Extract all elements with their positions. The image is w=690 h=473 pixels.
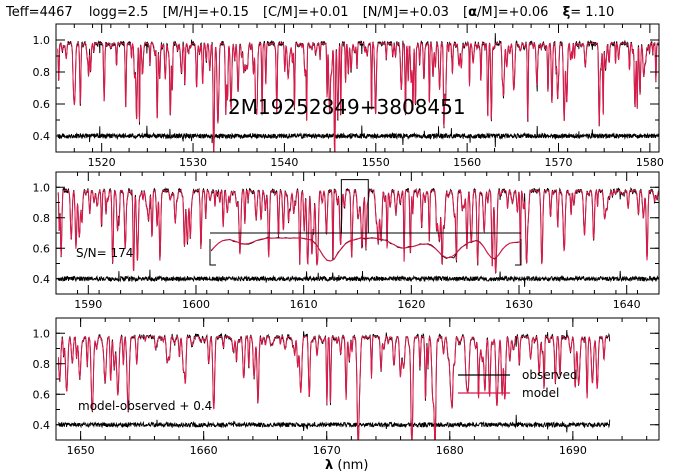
panel-top: 1520 1530 1540 1550 1560 1570 1580 0.4 0.6 0.8 1.0 <box>33 23 664 169</box>
inset-model-line <box>210 237 522 262</box>
y-tick-label: 0.6 <box>33 242 51 255</box>
y-tick-label: 1.0 <box>33 34 51 47</box>
x-tick-label: 1600 <box>182 298 210 311</box>
x-tick-label: 1650 <box>67 444 95 457</box>
x-tick-label: 1530 <box>179 156 207 169</box>
zoom-box <box>340 179 369 234</box>
x-tick-label: 1520 <box>88 156 116 169</box>
alpha-label-open: [ <box>463 5 468 20</box>
x-tick-label: 1550 <box>362 156 390 169</box>
y-tick-label: 0.6 <box>33 388 51 401</box>
x-tick-label: 1630 <box>505 298 533 311</box>
star-id: 2M19252849+3808451 <box>228 95 466 119</box>
x-tick-label: 1660 <box>190 444 218 457</box>
residual-line <box>57 269 660 287</box>
snr-label: S/N= 174 <box>76 246 133 260</box>
lambda-symbol: λ <box>325 458 333 473</box>
y-tick-label: 1.0 <box>33 181 51 194</box>
xi-symbol: ξ <box>563 5 571 20</box>
x-tick-label: 1670 <box>313 444 341 457</box>
legend-model-label: model <box>522 386 559 400</box>
x-tick-label: 1620 <box>397 298 425 311</box>
legend: observed model <box>458 368 578 400</box>
residual-line <box>57 125 660 148</box>
x-axis-label: λ (nm) <box>325 458 368 473</box>
panel-middle: 1590 1600 1610 1620 1630 1640 0.4 0.6 0.8 1.0 <box>33 171 660 311</box>
logg-label: logg=2.5 <box>89 5 149 20</box>
inset-bracket-left <box>209 239 216 266</box>
y-tick-label: 1.0 <box>33 327 51 340</box>
y-tick-label: 0.8 <box>33 212 51 225</box>
x-tick-label: 1560 <box>453 156 481 169</box>
model-line <box>57 189 660 274</box>
y-tick-label: 0.6 <box>33 98 51 111</box>
y-tick-label: 0.4 <box>33 419 51 432</box>
x-tick-label: 1680 <box>436 444 464 457</box>
x-tick-label: 1580 <box>636 156 664 169</box>
y-tick-label: 0.8 <box>33 66 51 79</box>
model-line <box>57 42 659 153</box>
panel-bottom: 1650 1660 1670 1680 1690 0.4 0.6 0.8 1.0 <box>33 317 660 457</box>
legend-observed-label: observed <box>522 368 578 382</box>
y-tick-label: 0.4 <box>33 273 51 286</box>
x-tick-label: 1610 <box>290 298 318 311</box>
x-tick-label: 1690 <box>559 444 587 457</box>
y-tick-label: 0.8 <box>33 358 51 371</box>
alpha-symbol: α <box>468 5 477 20</box>
observed-line <box>57 186 660 273</box>
residual-label: model-observed + 0.4 <box>78 399 212 413</box>
y-tick-label: 0.4 <box>33 130 51 143</box>
teff-label: Teff=4467 <box>5 5 73 20</box>
residual-line <box>58 414 611 433</box>
x-tick-label: 1640 <box>613 298 641 311</box>
alpha-label-value: /M]=+0.06 <box>477 5 548 20</box>
header-line: Teff=4467 logg=2.5 [M/H]=+0.15 [C/M]=+0.… <box>5 5 614 20</box>
metallicity-label: [M/H]=+0.15 <box>163 5 249 20</box>
model-line <box>58 335 610 441</box>
x-axis-unit: (nm) <box>333 458 368 473</box>
nitrogen-label: [N/M]=+0.03 <box>363 5 449 20</box>
x-tick-label: 1590 <box>74 298 102 311</box>
xi-value: = 1.10 <box>570 5 614 20</box>
x-tick-label: 1540 <box>270 156 298 169</box>
x-tick-label: 1570 <box>545 156 573 169</box>
inset-bracket-right <box>515 239 522 266</box>
carbon-label: [C/M]=+0.01 <box>263 5 349 20</box>
